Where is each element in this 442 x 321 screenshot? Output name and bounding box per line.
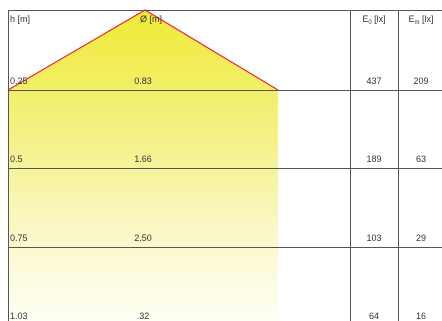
row-4-height: 1.03 — [10, 311, 28, 321]
row-1-height: 0.25 — [10, 76, 28, 86]
row-2-diameter: 1.66 — [134, 154, 152, 164]
diameter-column-header: Ø [m] — [140, 14, 162, 24]
row-3-diameter: 2.50 — [134, 233, 152, 243]
row-1-e0: 437 — [366, 76, 382, 86]
em-header-subscript: m — [414, 20, 420, 26]
e0-header-subscript: 0 — [368, 20, 372, 26]
e0-header-unit: [lx] — [371, 14, 386, 24]
e0-column-header: E0 [lx] — [362, 14, 385, 29]
row-4-e0: 64 — [368, 311, 380, 321]
row-3-height: 0.75 — [10, 233, 28, 243]
em-column-header: Em [lx] — [408, 14, 433, 29]
height-column-header: h [m] — [10, 14, 31, 24]
em-header-unit: [lx] — [419, 14, 434, 24]
row-4-em: 16 — [415, 311, 427, 321]
row-3-em: 29 — [415, 233, 427, 243]
row-1-diameter: 0.83 — [134, 76, 152, 86]
row-1-em: 209 — [413, 76, 429, 86]
row-3-e0: 103 — [366, 233, 382, 243]
row-2-height: 0.5 — [10, 154, 23, 164]
row-4-diameter: .32 — [136, 311, 150, 321]
e0-header-symbol: E — [362, 14, 369, 24]
em-header-symbol: E — [408, 14, 415, 24]
row-2-em: 63 — [415, 154, 427, 164]
row-2-e0: 189 — [366, 154, 382, 164]
light-cone-area — [8, 10, 278, 321]
